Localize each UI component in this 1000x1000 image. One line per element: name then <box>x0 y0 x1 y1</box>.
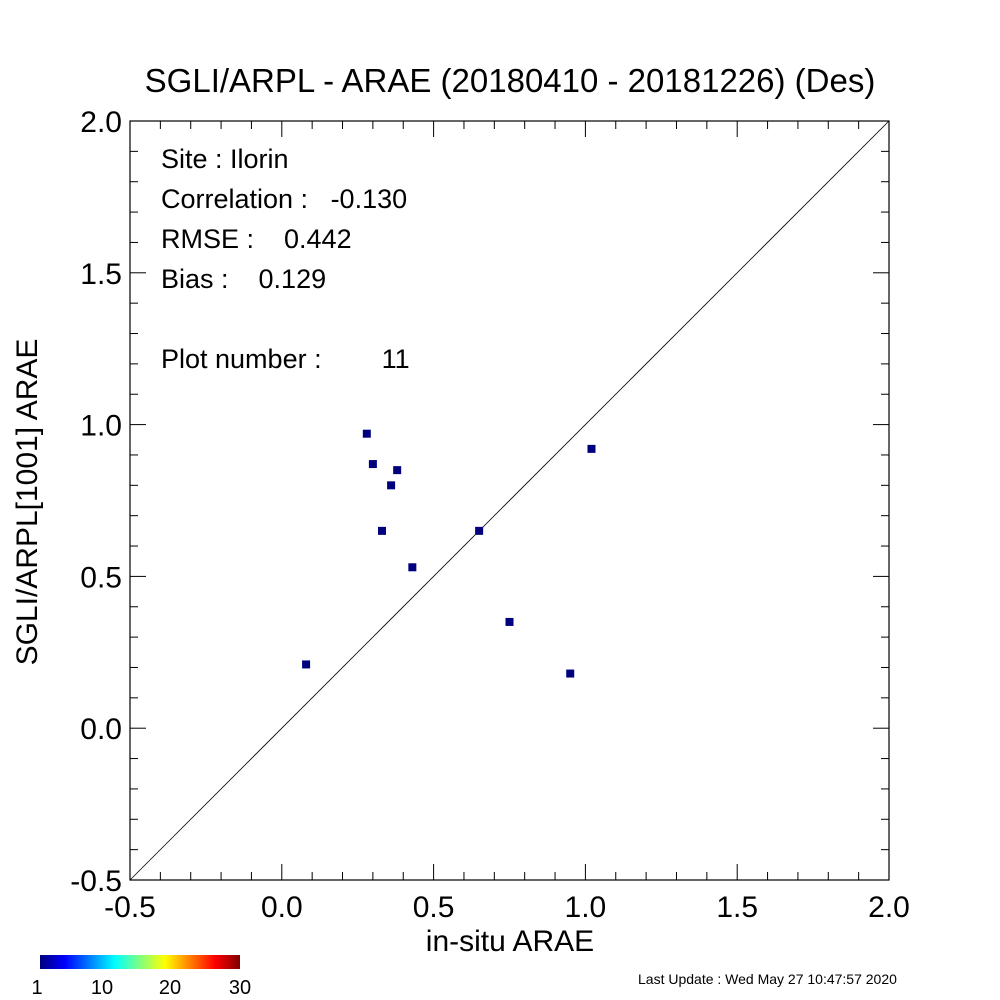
colorbar: 1 10 20 30 <box>31 955 251 999</box>
y-tick-label: 0.5 <box>80 561 122 594</box>
data-point <box>302 660 311 669</box>
stat-bias: Bias : 0.129 <box>161 264 326 294</box>
colorbar-label: 20 <box>159 977 181 999</box>
data-point <box>566 669 575 678</box>
stat-site: Site : Ilorin <box>161 144 289 174</box>
colorbar-label: 30 <box>229 977 251 999</box>
plot-frame <box>129 120 890 881</box>
y-axis-label: SGLI/ARPL[1001] ARAE <box>11 339 44 666</box>
x-axis-label: in-situ ARAE <box>426 925 594 958</box>
y-tick-label: 2.0 <box>80 106 122 139</box>
data-point <box>362 429 371 438</box>
stats-box: Site : Ilorin Correlation : -0.130 RMSE … <box>161 144 410 374</box>
x-tick-label: -0.5 <box>104 891 156 924</box>
data-point <box>393 466 402 475</box>
stat-rmse: RMSE : 0.442 <box>161 224 352 254</box>
y-tick-label: 1.5 <box>80 258 122 291</box>
data-point <box>387 481 396 490</box>
axes: -0.5 0.0 0.5 1.0 1.5 2.0 -0.5 0.0 0.5 1.0 1.5 2.0 <box>70 106 910 924</box>
data-point <box>475 526 484 535</box>
data-point <box>377 526 386 535</box>
y-tick-label: -0.5 <box>70 865 122 898</box>
chart-title: SGLI/ARPL - ARAE (20180410 - 20181226) (… <box>145 62 876 99</box>
data-point <box>408 563 417 572</box>
stat-correlation: Correlation : -0.130 <box>161 184 407 214</box>
data-point <box>368 460 377 469</box>
colorbar-gradient <box>40 955 240 969</box>
data-points <box>302 429 596 678</box>
x-tick-label: 1.0 <box>565 891 607 924</box>
data-point <box>587 444 596 453</box>
y-tick-label: 0.0 <box>80 713 122 746</box>
last-update-text: Last Update : Wed May 27 10:47:57 2020 <box>638 971 897 987</box>
x-tick-label: 0.0 <box>261 891 303 924</box>
stat-plot-number: Plot number : 11 <box>161 344 410 374</box>
x-tick-label: 0.5 <box>413 891 455 924</box>
x-tick-label: 2.0 <box>868 891 910 924</box>
y-tick-label: 1.0 <box>80 410 122 443</box>
one-to-one-line <box>129 120 890 881</box>
colorbar-label: 1 <box>31 977 42 999</box>
data-point <box>505 617 514 626</box>
colorbar-label: 10 <box>91 977 113 999</box>
x-tick-label: 1.5 <box>716 891 758 924</box>
